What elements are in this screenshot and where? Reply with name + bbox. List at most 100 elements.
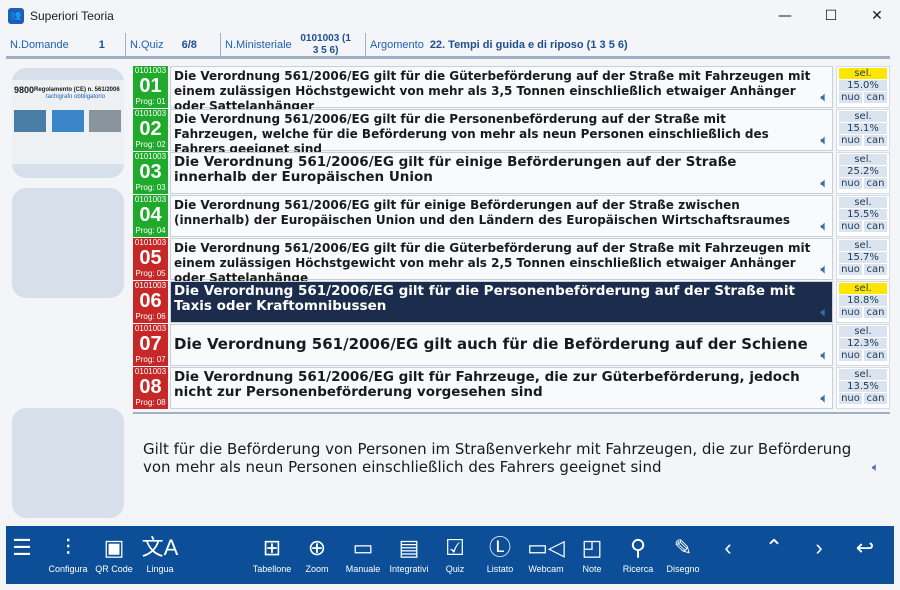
image-slot-3 [12, 408, 124, 518]
sel-button[interactable]: sel. [839, 154, 887, 165]
draw-icon: ✎ [673, 535, 693, 560]
question-text-cell[interactable]: Die Verordnung 561/2006/EG gilt für die … [170, 109, 833, 156]
percent-value: 15.1% [839, 123, 887, 134]
question-text-cell[interactable]: Die Verordnung 561/2006/EG gilt für die … [170, 238, 833, 285]
toolbar-button-search[interactable]: ⚲ Ricerca [613, 534, 663, 574]
can-button[interactable]: can [864, 178, 887, 189]
speaker-icon[interactable]: 🔈︎ [820, 391, 828, 405]
nuo-button[interactable]: nuo [839, 307, 862, 318]
nuo-button[interactable]: nuo [839, 350, 862, 361]
toolbar-label: QR Code [95, 564, 133, 574]
question-number: 03 [139, 161, 162, 183]
question-text-cell[interactable]: Die Verordnung 561/2006/EG gilt für eini… [170, 195, 833, 237]
note-icon: ◰ [581, 535, 603, 560]
toolbar-button-up-down[interactable]: ⌃ [749, 534, 799, 564]
question-text: Die Verordnung 561/2006/EG gilt für die … [174, 112, 769, 156]
can-button[interactable]: can [864, 393, 887, 404]
n-domande-label: N.Domande [10, 38, 69, 51]
speaker-icon[interactable]: 🔈︎ [820, 348, 828, 362]
question-row[interactable]: 0101003 01 Prog: 01 Die Verordnung 561/2… [133, 66, 833, 113]
return-icon: ↩ [855, 535, 875, 560]
can-button[interactable]: can [864, 350, 887, 361]
toolbar-button-draw[interactable]: ✎ Disegno [658, 534, 708, 574]
question-row[interactable]: 0101003 08 Prog: 08 Die Verordnung 561/2… [133, 367, 833, 409]
sel-button[interactable]: sel. [839, 326, 887, 337]
can-button[interactable]: can [864, 307, 887, 318]
toolbar-button-next[interactable]: › [794, 534, 844, 564]
can-button[interactable]: can [864, 221, 887, 232]
speaker-icon[interactable]: 🔈︎ [820, 176, 828, 190]
toolbar-button-qr-code[interactable]: ▣ QR Code [89, 534, 139, 574]
toolbar-button-zoom-in[interactable]: ⊕ Zoom [292, 534, 342, 574]
sel-button[interactable]: sel. [839, 369, 887, 380]
up-down-icon: ⌃ [764, 535, 784, 560]
question-text-cell[interactable]: Die Verordnung 561/2006/EG gilt auch für… [170, 324, 833, 366]
app-icon: 👥 [8, 8, 24, 24]
sel-button[interactable]: sel. [839, 240, 887, 251]
toolbar-button-sliders[interactable]: ⫶ Configura [43, 534, 93, 574]
question-row[interactable]: 0101003 04 Prog: 04 Die Verordnung 561/2… [133, 195, 833, 237]
question-row[interactable]: 0101003 03 Prog: 03 Die Verordnung 561/2… [133, 152, 833, 194]
toolbar-button-list-l[interactable]: Ⓛ Listato [475, 534, 525, 574]
nuo-button[interactable]: nuo [839, 393, 862, 404]
question-row[interactable]: 0101003 02 Prog: 02 Die Verordnung 561/2… [133, 109, 833, 156]
minimize-button[interactable]: — [778, 8, 792, 24]
answer-speaker-icon[interactable]: 🔈︎ [872, 460, 880, 474]
question-text-cell[interactable]: Die Verordnung 561/2006/EG gilt für die … [170, 281, 833, 323]
question-text-cell[interactable]: Die Verordnung 561/2006/EG gilt für eini… [170, 152, 833, 194]
nuo-button[interactable]: nuo [839, 135, 862, 146]
speaker-icon[interactable]: 🔈︎ [820, 133, 828, 147]
sel-button[interactable]: sel. [839, 197, 887, 208]
nuo-button[interactable]: nuo [839, 264, 862, 275]
question-badge: 0101003 07 Prog: 07 [133, 324, 168, 366]
toolbar-label: Webcam [528, 564, 564, 574]
toolbar-button-prev[interactable]: ‹ [703, 534, 753, 564]
question-text-cell[interactable]: Die Verordnung 561/2006/EG gilt für die … [170, 66, 833, 113]
maximize-button[interactable]: ☐ [824, 8, 838, 24]
close-button[interactable]: ✕ [871, 8, 883, 24]
question-prog: Prog: 04 [135, 226, 166, 235]
nuo-button[interactable]: nuo [839, 221, 862, 232]
question-code: 0101003 [134, 281, 167, 290]
toolbar-button-images[interactable]: ▤ Integrativi [384, 534, 434, 574]
toolbar-label: Tabellone [252, 564, 292, 574]
toolbar-label: Manuale [345, 564, 381, 574]
question-prog: Prog: 02 [135, 140, 166, 149]
speaker-icon[interactable]: 🔈︎ [820, 90, 828, 104]
percent-value: 15.0% [839, 80, 887, 91]
question-code: 0101003 [134, 152, 167, 161]
toolbar-button-menu[interactable]: ☰ [0, 534, 47, 564]
question-code: 0101003 [134, 66, 167, 75]
nuo-button[interactable]: nuo [839, 178, 862, 189]
can-button[interactable]: can [864, 135, 887, 146]
speaker-icon[interactable]: 🔈︎ [820, 305, 828, 319]
question-row[interactable]: 0101003 07 Prog: 07 Die Verordnung 561/2… [133, 324, 833, 366]
nuo-button[interactable]: nuo [839, 92, 862, 103]
toolbar-button-table[interactable]: ⊞ Tabellone [247, 534, 297, 574]
can-button[interactable]: can [864, 92, 887, 103]
question-row[interactable]: 0101003 06 Prog: 06 Die Verordnung 561/2… [133, 281, 833, 323]
can-button[interactable]: can [864, 264, 887, 275]
sel-button[interactable]: sel. [839, 68, 887, 79]
speaker-icon[interactable]: 🔈︎ [820, 219, 828, 233]
toolbar-button-quiz[interactable]: ☑ Quiz [430, 534, 480, 574]
menu-icon: ☰ [12, 535, 32, 560]
toolbar-button-book[interactable]: ▭ Manuale [338, 534, 388, 574]
sel-button[interactable]: sel. [839, 111, 887, 122]
toolbar-button-translate[interactable]: 文A Lingua [135, 534, 185, 574]
sel-button[interactable]: sel. [839, 283, 887, 294]
percent-value: 25.2% [839, 166, 887, 177]
question-row[interactable]: 0101003 05 Prog: 05 Die Verordnung 561/2… [133, 238, 833, 285]
toolbar-button-return[interactable]: ↩ [840, 534, 890, 564]
question-image[interactable]: 9800 Regolamento (CE) n. 561/2006 tachig… [12, 68, 124, 178]
question-badge: 0101003 06 Prog: 06 [133, 281, 168, 323]
toolbar-button-webcam[interactable]: ▭◁ Webcam [521, 534, 571, 574]
answer-stats: sel. 18.8% nuo can [836, 281, 890, 323]
toolbar-button-note[interactable]: ◰ Note [567, 534, 617, 574]
question-text-cell[interactable]: Die Verordnung 561/2006/EG gilt für Fahr… [170, 367, 833, 409]
argomento-value: 22. Tempi di guida e di riposo (1 3 5 6) [429, 38, 628, 51]
question-code: 0101003 [134, 109, 167, 118]
question-text: Die Verordnung 561/2006/EG gilt für Fahr… [174, 369, 800, 400]
question-prog: Prog: 07 [135, 355, 166, 364]
speaker-icon[interactable]: 🔈︎ [820, 262, 828, 276]
